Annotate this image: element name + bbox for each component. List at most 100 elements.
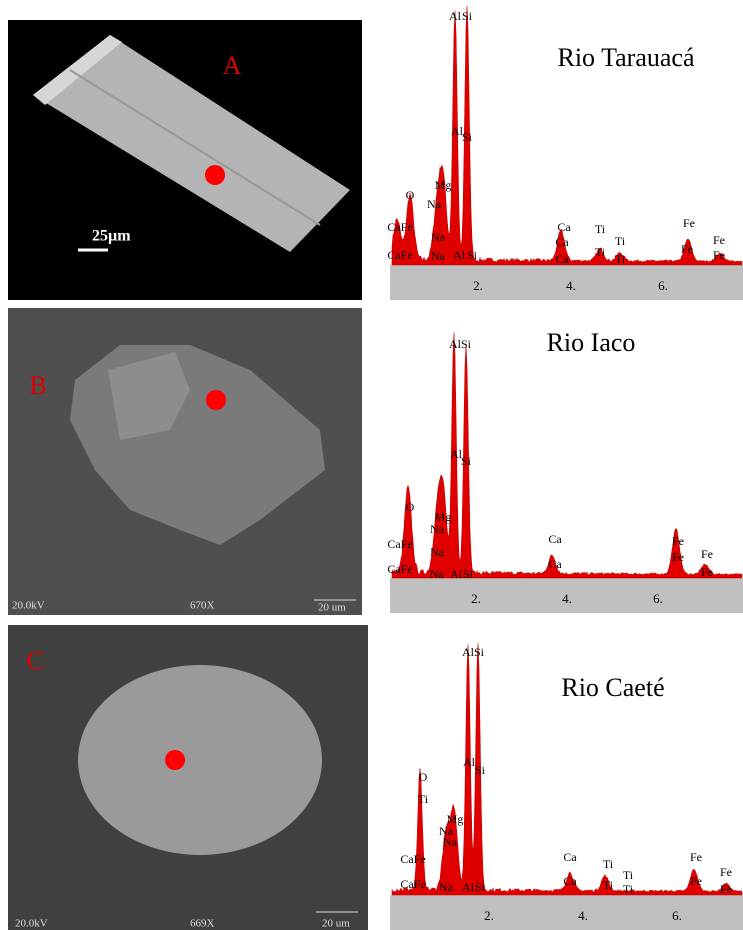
image-label: 25µm [92,228,131,245]
x-tick-label: 4. [578,908,588,923]
x-tick-label: 2. [473,278,483,293]
element-label: Ca [555,252,569,266]
site-title: Rio Iaco [547,328,636,357]
element-label: Fe [720,882,732,896]
element-label: Fe [683,216,695,230]
element-label: Fe [681,242,693,256]
x-tick-label: 6. [653,591,663,606]
element-label: CaFe [400,877,425,891]
element-label: Si [462,130,473,144]
element-label: O [419,770,428,784]
element-label: CaFe [387,220,412,234]
element-label: Ti [603,857,614,871]
grain [78,665,322,855]
image-label: 20.0kV [12,600,45,612]
element-label: Fe [701,547,713,561]
element-label: CaFe [400,852,425,866]
element-label: Si [467,248,478,262]
element-label: Si [475,880,486,894]
x-tick-label: 4. [562,591,572,606]
spectrum-axis-band [390,265,743,300]
panel-letter: C [26,646,43,675]
element-label: Fe [690,850,702,864]
element-label: Na [430,545,445,559]
element-label: Na [431,249,446,263]
element-label: Na [427,197,442,211]
panel-letter: B [29,371,46,400]
x-tick-label: 2. [484,908,494,923]
element-label: Al [462,645,475,659]
element-label: Al [450,447,463,461]
element-label: Fe [701,565,713,579]
crystal-edge [69,69,321,226]
element-label: Na [439,824,454,838]
spectrum-axis-band [390,578,743,613]
x-tick-label: 6. [672,908,682,923]
image-label: 20 um [322,918,350,930]
element-label: Ti [595,245,606,259]
element-label: Al [463,755,476,769]
element-label: O [406,188,415,202]
element-label: Ti [603,878,614,892]
element-label: CaFe [387,537,412,551]
element-label: Ti [615,234,626,248]
element-label: Ca [563,874,577,888]
x-tick-label: 2. [471,591,481,606]
element-label: Si [461,337,472,351]
image-label: 20.0kV [15,918,48,930]
element-label: O [406,500,415,514]
element-label: Al [450,567,463,581]
element-label: Al [462,880,475,894]
element-label: Ca [555,235,569,249]
element-label: Al [449,337,462,351]
grain-face [108,352,190,440]
spectrum-trace [391,643,743,896]
element-label: Si [462,9,473,23]
element-label: Fe [690,874,702,888]
element-label: Mg [435,510,452,524]
element-label: Na [439,880,454,894]
image-label: 670X [190,600,215,612]
spectrum-trace [391,332,743,579]
element-label: Ti [623,868,634,882]
image-label: 20 um [318,602,346,614]
element-label: Ti [418,792,429,806]
element-label: Al [453,248,466,262]
element-label: Mg [447,812,464,826]
element-label: Ca [557,220,571,234]
element-label: Si [461,454,472,468]
element-label: Si [475,763,486,777]
element-label: Fe [713,233,725,247]
element-label: Mg [435,178,452,192]
element-label: Ca [548,557,562,571]
element-label: Si [474,645,485,659]
analysis-spot [165,750,185,770]
x-tick-label: 6. [658,278,668,293]
panel-letter: A [223,51,242,80]
element-label: Al [451,124,464,138]
element-label: Si [463,567,474,581]
image-label: 669X [190,918,215,930]
element-label: Fe [713,248,725,262]
crystal [33,35,350,252]
spectrum-trace [391,5,743,266]
element-label: Ca [563,850,577,864]
element-label: Ti [615,252,626,266]
element-label: Fe [672,550,684,564]
element-label: Fe [720,865,732,879]
crystal-face [33,35,122,105]
x-tick-label: 4. [566,278,576,293]
element-label: Ca [548,532,562,546]
spectrum-axis-band [390,895,743,930]
element-label: Ti [595,222,606,236]
element-label: Na [443,835,458,849]
element-label: Na [431,230,446,244]
analysis-spot [205,165,225,185]
element-label: Fe [672,534,684,548]
site-title: Rio Tarauacá [557,43,694,72]
analysis-spot [206,390,226,410]
element-label: Na [430,522,445,536]
element-label: Al [449,9,462,23]
element-label: CaFe [387,562,412,576]
